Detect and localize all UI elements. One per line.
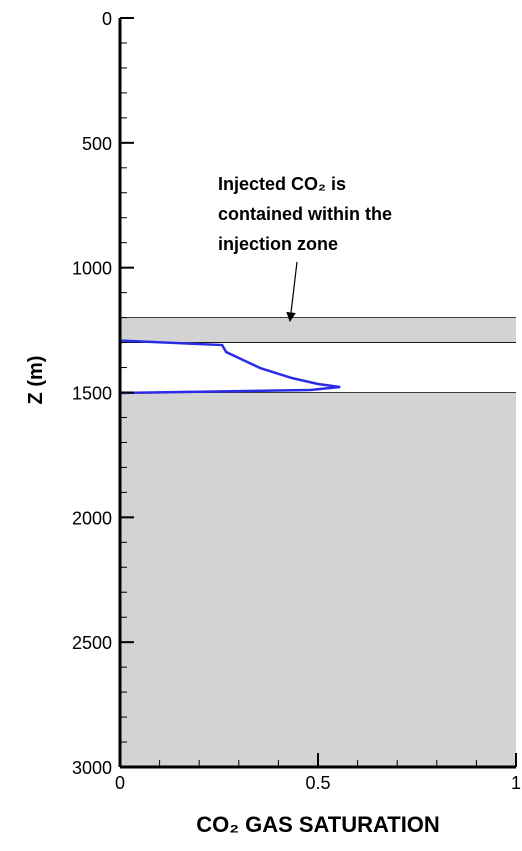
- x-tick-label: 1: [511, 773, 521, 793]
- y-tick-label: 500: [82, 134, 112, 154]
- data-line: [118, 18, 341, 767]
- y-tick-label: 2000: [72, 508, 112, 528]
- annotation: injection zone: [218, 234, 338, 254]
- y-tick-label: 2500: [72, 633, 112, 653]
- x-tick-label: 0.5: [305, 773, 330, 793]
- band: [120, 392, 516, 767]
- x-axis-title: CO₂ GAS SATURATION: [196, 812, 440, 837]
- annotation: contained within the: [218, 204, 392, 224]
- y-tick-label: 0: [102, 9, 112, 29]
- y-tick-label: 1000: [72, 259, 112, 279]
- band: [120, 317, 516, 343]
- y-axis-title: Z (m): [25, 356, 47, 405]
- bands: [120, 317, 516, 768]
- annotation-arrow: [286, 261, 298, 322]
- x-tick-label: 0: [115, 773, 125, 793]
- annotation: Injected CO₂ is: [218, 174, 346, 194]
- plot: [118, 18, 341, 767]
- y-tick-label: 1500: [72, 384, 112, 404]
- y-tick-label: 3000: [72, 758, 112, 778]
